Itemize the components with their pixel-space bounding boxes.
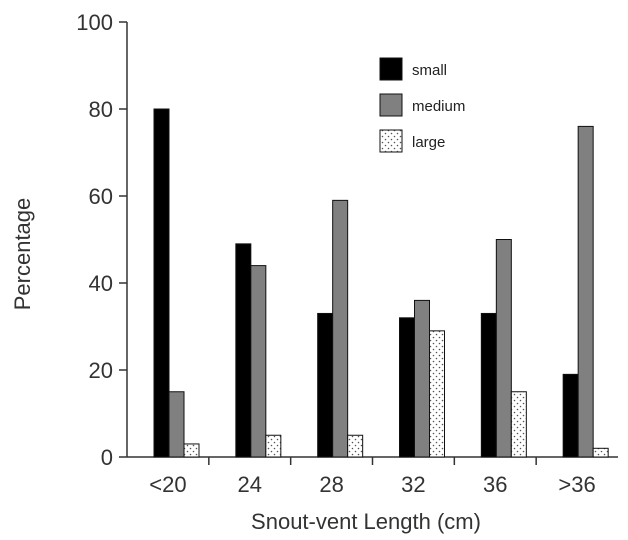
bar-medium-5 [577, 125, 594, 458]
bar-large-1 [265, 434, 282, 458]
x-tick-label: 36 [483, 472, 507, 497]
bar-medium-2 [332, 199, 349, 458]
legend-swatch-large [379, 129, 403, 153]
x-tick-label: >36 [558, 472, 595, 497]
bar-large-4 [510, 391, 527, 458]
y-tick-label: 40 [89, 271, 113, 296]
y-tick-label: 80 [89, 97, 113, 122]
legend-swatch-medium [379, 93, 403, 117]
bar-small-5 [562, 373, 579, 458]
y-axis: 0 20 40 60 80 100 [76, 10, 128, 470]
legend-label-small: small [412, 62, 447, 79]
y-tick-label: 60 [89, 184, 113, 209]
legend-label-large: large [412, 134, 445, 151]
bar-medium-3 [414, 299, 430, 458]
x-axis: <20 24 28 32 36 >36 [127, 456, 618, 497]
bar-medium-1 [250, 265, 267, 458]
x-tick-label: 28 [319, 472, 343, 497]
legend-swatch-small [379, 57, 403, 81]
bar-small-0 [153, 108, 170, 458]
bar-large-2 [347, 434, 364, 458]
bar-small-3 [399, 317, 415, 458]
x-tick-label: <20 [149, 472, 186, 497]
y-tick-label: 20 [89, 358, 113, 383]
legend-label-medium: medium [412, 98, 465, 115]
bar-small-1 [235, 243, 252, 458]
x-tick-label: 32 [401, 472, 425, 497]
y-tick-label: 100 [76, 10, 113, 35]
x-tick-label: 24 [238, 472, 262, 497]
bar-large-5 [592, 447, 609, 458]
y-axis-title: Percentage [10, 198, 35, 311]
bars [153, 108, 609, 458]
bar-medium-0 [168, 391, 185, 458]
x-axis-title: Snout-vent Length (cm) [251, 509, 481, 534]
bar-small-2 [317, 312, 334, 458]
bar-medium-4 [495, 239, 512, 458]
bar-large-0 [183, 443, 200, 458]
y-tick-label: 0 [101, 445, 113, 470]
legend: small medium large [379, 57, 465, 153]
bar-small-4 [480, 312, 497, 458]
bar-large-3 [429, 330, 445, 458]
